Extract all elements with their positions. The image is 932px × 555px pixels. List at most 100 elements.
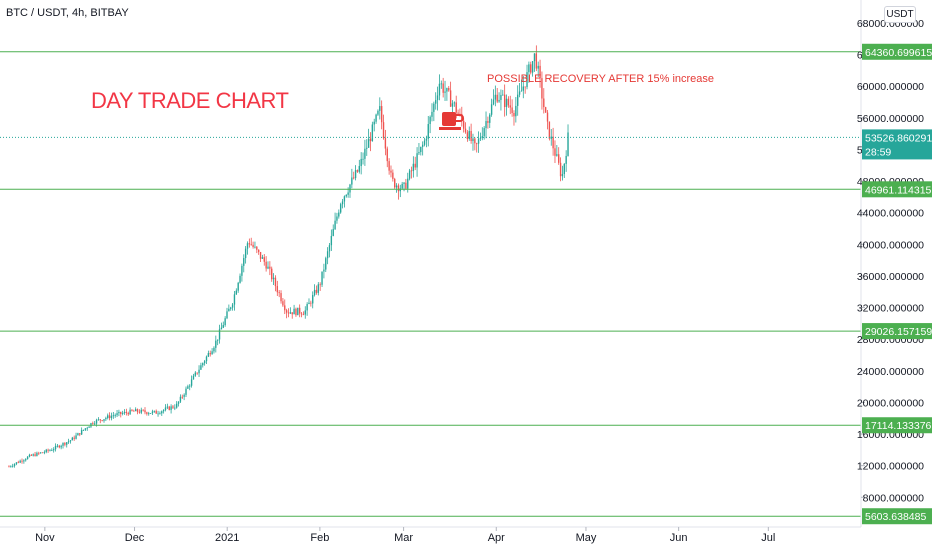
candle-body bbox=[518, 91, 521, 95]
candle-body bbox=[556, 154, 558, 156]
candle-body bbox=[380, 106, 383, 123]
candle-body bbox=[375, 114, 377, 122]
candle-body bbox=[107, 415, 109, 418]
candle-body bbox=[369, 138, 372, 142]
candle-body bbox=[524, 86, 526, 88]
candle-body bbox=[280, 293, 282, 302]
candle-body bbox=[284, 305, 286, 311]
level-price-label: 64360.699615 bbox=[865, 47, 932, 59]
candle-body bbox=[530, 64, 532, 73]
coffee-cup-body bbox=[442, 112, 456, 126]
candle-body bbox=[479, 137, 482, 139]
candle-body bbox=[502, 94, 504, 96]
candle-body bbox=[179, 396, 182, 402]
level-price-badge bbox=[862, 323, 932, 340]
candle-body bbox=[517, 94, 519, 106]
candle-body bbox=[228, 308, 230, 312]
candle-body bbox=[69, 440, 72, 442]
candle-body bbox=[278, 292, 280, 294]
candle-body bbox=[233, 294, 236, 305]
candle-body bbox=[382, 122, 385, 139]
candle-body bbox=[425, 138, 428, 141]
coffee-cup-icon bbox=[439, 112, 464, 130]
candle-body bbox=[11, 465, 14, 467]
candle-body bbox=[507, 98, 510, 106]
candle-body bbox=[403, 182, 405, 184]
candle-body bbox=[539, 65, 541, 79]
candle-body bbox=[353, 177, 355, 179]
candle-body bbox=[133, 410, 135, 412]
candle-body bbox=[257, 249, 260, 252]
candle-body bbox=[297, 307, 299, 316]
candle-body bbox=[265, 261, 267, 269]
candle-body bbox=[64, 443, 66, 445]
candle-body bbox=[97, 419, 100, 421]
currency-button[interactable]: USDT bbox=[884, 6, 916, 23]
candle-body bbox=[384, 138, 387, 149]
candle-body bbox=[54, 445, 57, 450]
candle-body bbox=[155, 410, 157, 414]
candle-body bbox=[187, 386, 189, 389]
candle-body bbox=[220, 327, 223, 330]
candle-body bbox=[79, 433, 81, 435]
candle-body bbox=[302, 314, 305, 316]
candle-body bbox=[561, 174, 564, 177]
candle-body bbox=[174, 407, 176, 409]
candle-body bbox=[194, 372, 197, 376]
candle-body bbox=[192, 375, 195, 380]
candle-body bbox=[200, 365, 202, 370]
candle-body bbox=[323, 269, 325, 272]
candle-body bbox=[17, 462, 19, 464]
candle-body bbox=[207, 353, 210, 357]
candle-body bbox=[505, 98, 508, 108]
candle-body bbox=[293, 308, 295, 315]
candle-body bbox=[332, 229, 334, 236]
x-tick-label: Mar bbox=[394, 532, 413, 544]
candle-body bbox=[103, 419, 105, 421]
candle-body bbox=[189, 385, 191, 387]
candle-body bbox=[36, 452, 38, 456]
level-price-label: 5603.638485 bbox=[865, 511, 926, 523]
y-tick-label: 36000.000000 bbox=[857, 271, 924, 283]
candle-body bbox=[170, 406, 172, 410]
candle-body bbox=[58, 445, 60, 448]
candle-body bbox=[151, 411, 154, 414]
recovery-note: POSSIBLE RECOVERY AFTER 15% increase bbox=[487, 73, 715, 85]
y-tick-label: 12000.000000 bbox=[857, 461, 924, 473]
candle-body bbox=[339, 204, 342, 213]
day-trade-label: DAY TRADE CHART bbox=[91, 88, 289, 113]
candle-body bbox=[464, 128, 467, 133]
candle-body bbox=[123, 411, 126, 414]
candle-body bbox=[397, 185, 400, 192]
candle-body bbox=[92, 423, 94, 424]
candle-body bbox=[543, 98, 545, 108]
candle-body bbox=[485, 121, 487, 129]
candle-body bbox=[259, 251, 262, 259]
candle-body bbox=[172, 406, 174, 408]
candle-body bbox=[108, 415, 111, 419]
candle-body bbox=[19, 460, 21, 463]
price-label-layer: 64360.699615 46961.114315 29026.157159 1711… bbox=[439, 43, 932, 525]
candle-body bbox=[164, 407, 167, 410]
candle-body bbox=[319, 284, 321, 286]
candle-body bbox=[336, 216, 338, 221]
candle-body bbox=[239, 275, 241, 283]
candle-body bbox=[243, 258, 245, 266]
candle-body bbox=[489, 114, 491, 123]
candle-body bbox=[546, 112, 549, 122]
candle-body bbox=[500, 94, 502, 100]
candle-body bbox=[358, 166, 361, 172]
candle-body bbox=[66, 442, 68, 445]
candle-body bbox=[202, 363, 204, 366]
candle-body bbox=[60, 445, 62, 448]
candle-body bbox=[362, 158, 364, 160]
candle-body bbox=[455, 102, 457, 113]
candle-body bbox=[558, 154, 560, 163]
candle-body bbox=[248, 243, 251, 245]
candle-body bbox=[436, 95, 439, 101]
candle-body bbox=[435, 100, 437, 104]
candle-body bbox=[8, 466, 10, 468]
candle-body bbox=[25, 459, 27, 461]
